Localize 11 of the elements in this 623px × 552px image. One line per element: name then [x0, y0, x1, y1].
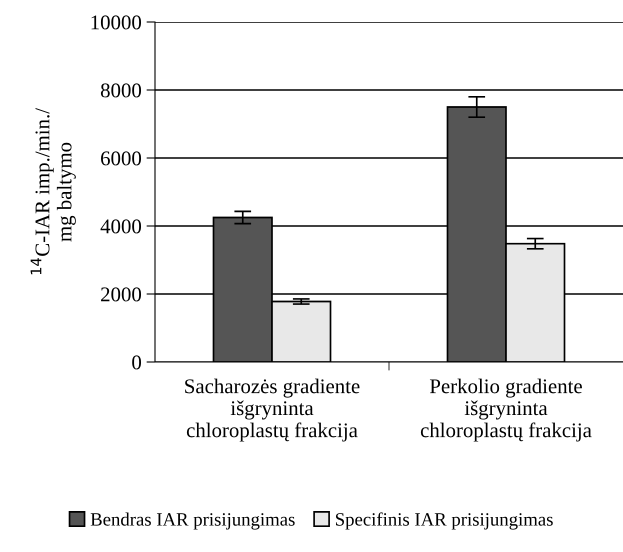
x-tick-label: Sacharozės gradiente išgryninta chloroplastų frakcija — [185, 378, 360, 442]
y-axis-title: $^{14}$C-IAR imp./min./ mg baltymo — [30, 108, 76, 274]
legend-label: Bendras IAR prisijungimas — [90, 512, 295, 530]
legend-label: Specifinis IAR prisijungimas — [336, 512, 553, 530]
x-tick-label: Perkolio gradiente išgryninta chloroplastų frakcija — [420, 378, 592, 442]
y-tick-label: 4000 — [100, 219, 142, 234]
y-tick-label: 6000 — [101, 151, 142, 166]
y-tick-label: 2000 — [101, 287, 142, 302]
y-tick-label: 0 — [132, 355, 142, 370]
y-tick-label: 8000 — [100, 83, 142, 98]
y-tick-label: 10000 — [92, 15, 142, 30]
